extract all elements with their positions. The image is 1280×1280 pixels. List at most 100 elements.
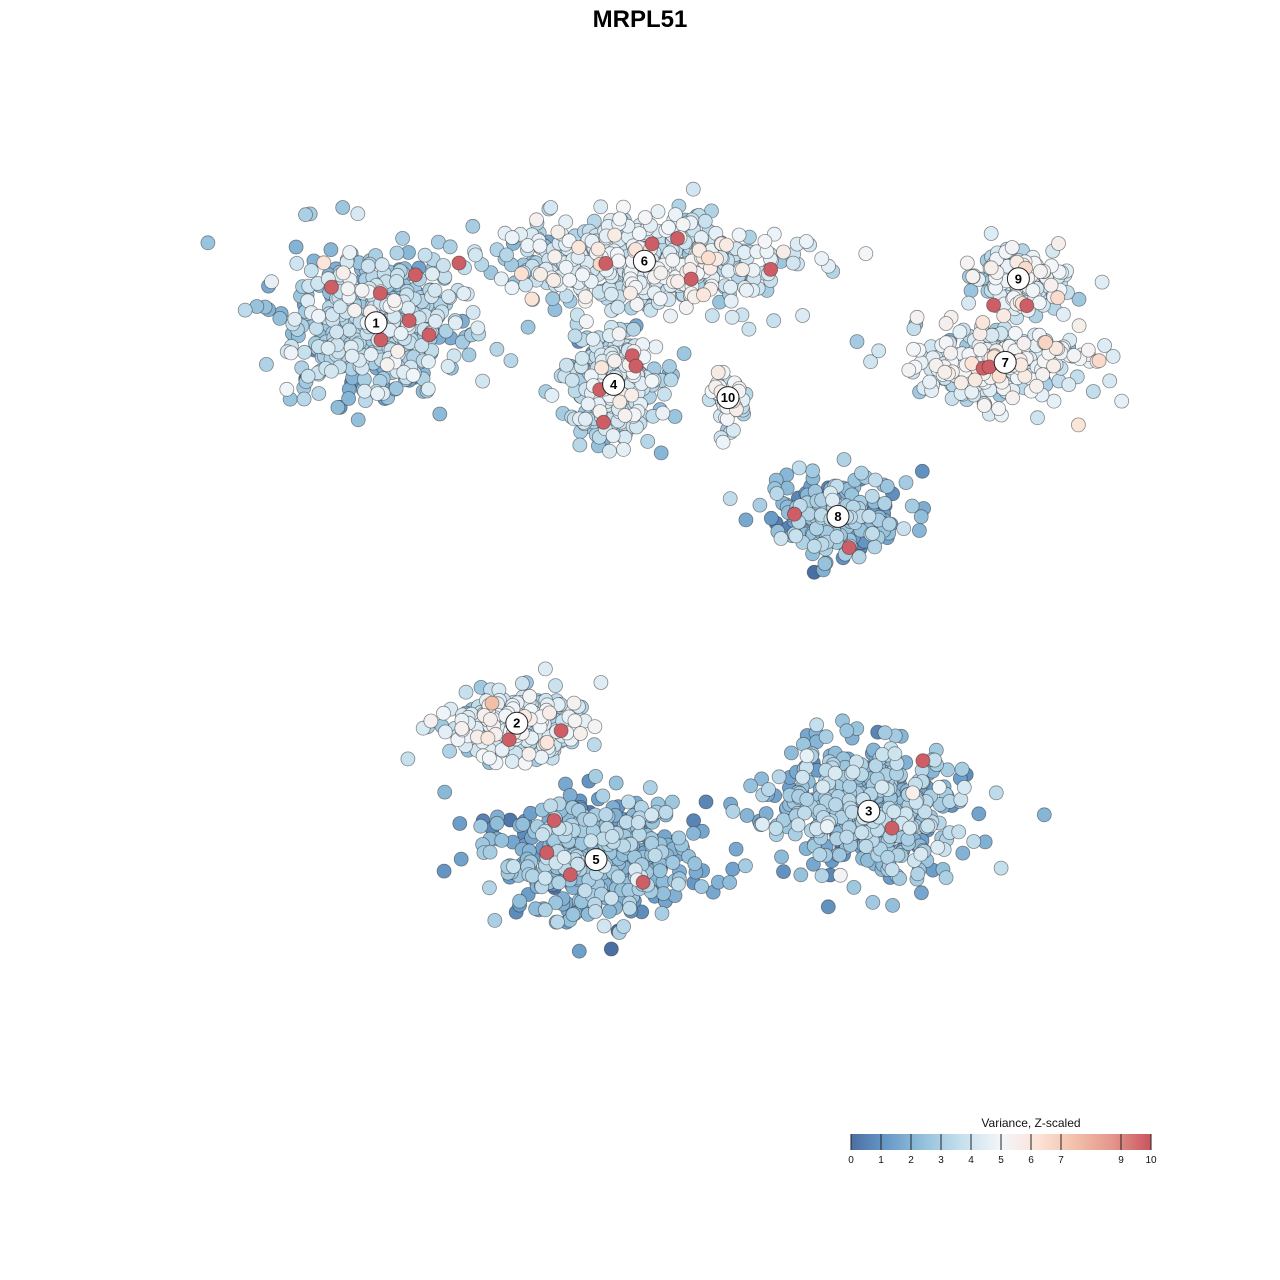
cell-point bbox=[854, 825, 870, 840]
legend-tick-label: 9 bbox=[1118, 1155, 1124, 1166]
cell-point bbox=[357, 383, 373, 399]
cluster-label-text: 5 bbox=[592, 852, 599, 867]
cluster-label-2: 2 bbox=[505, 711, 529, 735]
cell-point bbox=[675, 217, 691, 233]
cell-point bbox=[571, 239, 587, 255]
cell-point bbox=[279, 381, 295, 397]
cell-point bbox=[805, 463, 820, 479]
cell-point bbox=[401, 313, 417, 329]
cell-point bbox=[393, 326, 409, 341]
cell-point bbox=[585, 331, 601, 347]
cell-point bbox=[817, 556, 833, 571]
cell-point bbox=[454, 721, 470, 736]
cell-point bbox=[565, 907, 581, 922]
cell-point bbox=[1102, 373, 1118, 389]
cell-point bbox=[836, 452, 852, 467]
cell-point bbox=[1032, 295, 1047, 311]
cell-point bbox=[608, 775, 624, 791]
cell-point bbox=[667, 409, 683, 424]
cell-point bbox=[631, 226, 647, 242]
cluster-label-text: 4 bbox=[610, 377, 618, 392]
cell-point bbox=[487, 913, 503, 928]
cell-point bbox=[341, 322, 357, 338]
cell-point bbox=[435, 258, 451, 273]
cell-point bbox=[652, 291, 668, 307]
cell-point bbox=[237, 302, 253, 318]
cell-point bbox=[871, 343, 887, 359]
cell-point bbox=[612, 394, 628, 410]
cell-point bbox=[1071, 291, 1087, 307]
cell-point bbox=[1114, 393, 1130, 409]
cell-point bbox=[441, 289, 456, 305]
cell-point bbox=[668, 207, 683, 223]
cell-point bbox=[938, 316, 954, 331]
cell-point bbox=[1085, 384, 1101, 399]
cell-point bbox=[400, 751, 416, 767]
cell-point bbox=[881, 516, 897, 532]
cell-point bbox=[386, 293, 402, 309]
cluster-label-text: 10 bbox=[721, 390, 735, 405]
cell-point bbox=[931, 779, 947, 795]
cell-point bbox=[533, 266, 548, 282]
cluster-label-badge bbox=[584, 848, 608, 872]
cell-point bbox=[379, 357, 395, 373]
cell-point bbox=[839, 723, 855, 739]
cell-point bbox=[861, 508, 877, 524]
cell-point bbox=[602, 443, 617, 459]
cell-point bbox=[590, 241, 606, 257]
cell-point bbox=[594, 360, 609, 376]
cell-point bbox=[623, 285, 638, 301]
cell-point bbox=[642, 780, 658, 795]
cell-point bbox=[558, 214, 574, 230]
cluster-label-text: 1 bbox=[372, 315, 379, 330]
cell-point bbox=[875, 747, 890, 762]
cell-point bbox=[622, 900, 638, 916]
cell-point bbox=[521, 746, 537, 762]
cell-point bbox=[785, 255, 801, 271]
cell-point bbox=[647, 848, 663, 863]
cell-point bbox=[427, 313, 443, 329]
cell-point bbox=[558, 259, 574, 275]
cell-point bbox=[676, 346, 692, 362]
cell-point bbox=[685, 181, 701, 197]
cell-point bbox=[436, 863, 452, 879]
cell-point bbox=[654, 906, 670, 921]
cell-point bbox=[877, 725, 893, 741]
cell-point bbox=[819, 819, 835, 835]
cell-point bbox=[451, 255, 467, 271]
cell-point bbox=[604, 829, 620, 844]
cell-point bbox=[795, 769, 810, 785]
cell-point bbox=[538, 661, 553, 677]
cell-point bbox=[640, 433, 656, 449]
cell-point bbox=[1046, 393, 1062, 409]
cell-point bbox=[1071, 417, 1086, 433]
cell-point bbox=[289, 255, 305, 271]
cell-point bbox=[694, 879, 709, 894]
cell-point bbox=[678, 300, 694, 315]
cell-point bbox=[1094, 274, 1110, 290]
cell-point bbox=[953, 375, 969, 391]
cell-point bbox=[553, 723, 569, 738]
cell-point bbox=[1105, 348, 1121, 364]
cell-point bbox=[938, 870, 954, 885]
cell-point bbox=[287, 311, 303, 327]
cell-point bbox=[303, 263, 319, 279]
cell-point bbox=[583, 812, 598, 828]
cell-point bbox=[737, 245, 752, 260]
cell-point bbox=[611, 869, 626, 885]
cell-point bbox=[739, 808, 755, 823]
cell-point bbox=[308, 320, 324, 336]
cell-point bbox=[739, 282, 754, 298]
cell-point bbox=[965, 269, 981, 285]
cell-point bbox=[481, 750, 497, 766]
cell-point bbox=[657, 386, 672, 402]
cell-point bbox=[596, 414, 611, 430]
cell-point bbox=[930, 839, 946, 855]
cell-point bbox=[905, 785, 921, 801]
cell-point bbox=[548, 678, 563, 693]
cell-point bbox=[656, 886, 671, 901]
cell-point bbox=[475, 373, 491, 389]
cell-point bbox=[604, 890, 619, 906]
cell-point bbox=[448, 315, 463, 331]
